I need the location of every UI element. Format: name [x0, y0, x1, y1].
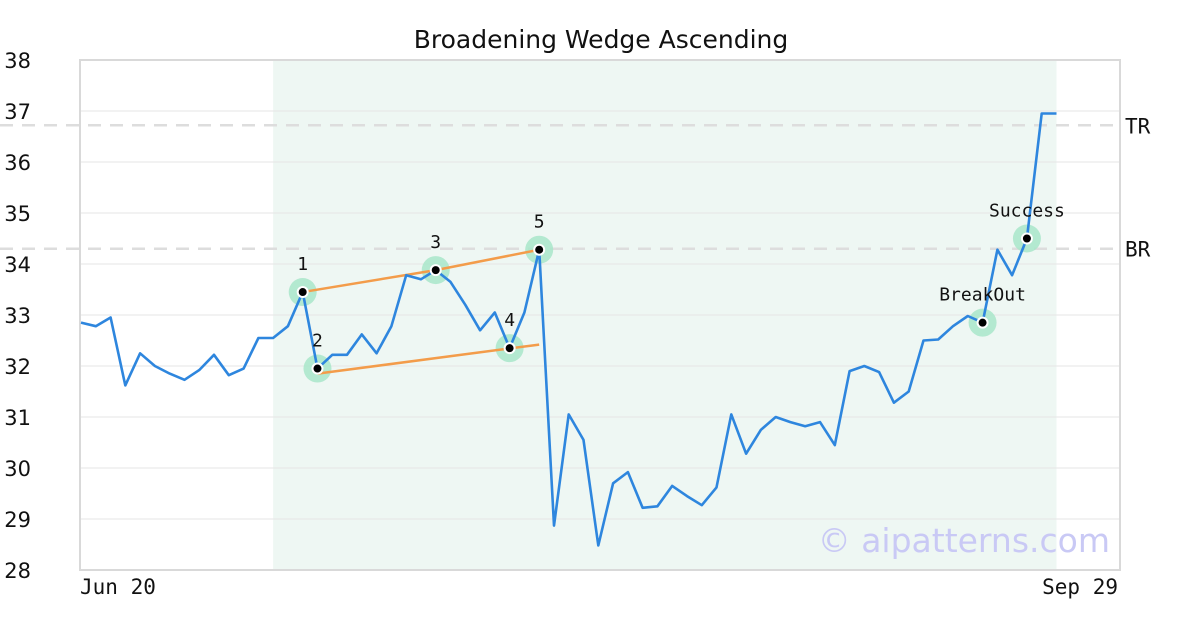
plot-area: 2829303132333435363738TRBR12345BreakOutS…	[0, 49, 1151, 583]
pattern-point-dot	[533, 243, 546, 256]
x-tick-end: Sep 29	[1042, 575, 1118, 599]
y-tick-label: 35	[4, 202, 31, 226]
watermark: © aipatterns.com	[818, 521, 1110, 560]
chart-title: Broadening Wedge Ascending	[414, 25, 789, 54]
plot-frame	[79, 59, 1121, 571]
pattern-point-label: 1	[297, 254, 308, 275]
y-tick-label: 28	[4, 559, 31, 583]
y-tick-label: 29	[4, 508, 31, 532]
y-tick-label: 33	[4, 304, 31, 328]
y-tick-label: 36	[4, 151, 31, 175]
pattern-point-label: 5	[534, 212, 545, 233]
pattern-point-label: 4	[504, 310, 515, 331]
pattern-point-label: Success	[989, 201, 1065, 222]
pattern-point-dot	[311, 362, 324, 375]
pattern-point-dot	[976, 316, 989, 329]
x-tick-start: Jun 20	[80, 575, 156, 599]
pattern-point-dot	[503, 342, 516, 355]
y-tick-label: 31	[4, 406, 31, 430]
pattern-point-label: 2	[312, 331, 323, 352]
y-tick-label: 34	[4, 253, 31, 277]
y-tick-label: 30	[4, 457, 31, 481]
y-tick-label: 37	[4, 100, 31, 124]
trendline	[435, 248, 540, 272]
pattern-point-dot	[296, 286, 309, 299]
pattern-point-dot	[1020, 232, 1033, 245]
pattern-point-label: 3	[430, 232, 441, 253]
trendline	[317, 343, 540, 375]
pattern-point-dot	[429, 264, 442, 277]
trendline	[302, 268, 436, 294]
y-tick-label: 32	[4, 355, 31, 379]
reference-label-tr: TR	[1125, 114, 1151, 138]
price-line	[80, 112, 1057, 547]
y-tick-label: 38	[4, 49, 31, 73]
pattern-point-label: BreakOut	[939, 285, 1026, 306]
reference-label-br: BR	[1125, 238, 1151, 262]
